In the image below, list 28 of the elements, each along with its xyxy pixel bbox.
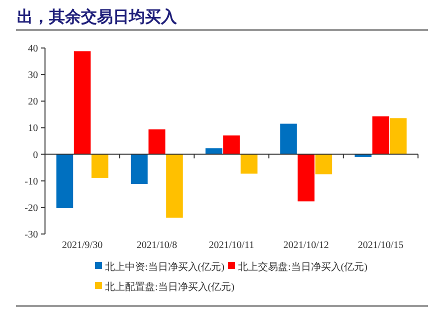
bar — [223, 135, 240, 154]
bar — [280, 124, 297, 154]
y-tick-label: -30 — [24, 230, 38, 240]
x-tick-label: 2021/10/12 — [283, 240, 329, 251]
chart-title: 出，其余交易日均买入 — [17, 7, 178, 26]
bar — [166, 154, 183, 218]
bar — [315, 154, 332, 174]
bar — [148, 129, 166, 154]
bar — [390, 118, 407, 154]
y-tick-label: 40 — [28, 44, 38, 54]
bar — [56, 154, 74, 208]
x-tick-label: 2021/10/8 — [136, 240, 178, 251]
bar — [91, 154, 108, 178]
bar — [240, 154, 258, 174]
y-tick-label: 0 — [33, 150, 38, 161]
y-tick-label: -20 — [24, 202, 38, 214]
y-tick-label: 10 — [28, 123, 38, 134]
x-tick-label: 2021/10/11 — [208, 240, 254, 251]
bar — [74, 51, 91, 154]
x-tick-label: 2021/9/30 — [62, 240, 103, 251]
bar — [206, 148, 222, 154]
x-tick-label: 2021/10/15 — [358, 240, 404, 251]
bar — [372, 116, 390, 154]
bar — [130, 154, 148, 184]
bar — [298, 154, 314, 202]
y-tick-label: -10 — [24, 176, 38, 188]
y-tick-label: 30 — [28, 70, 38, 82]
y-tick-label: 20 — [28, 96, 38, 108]
